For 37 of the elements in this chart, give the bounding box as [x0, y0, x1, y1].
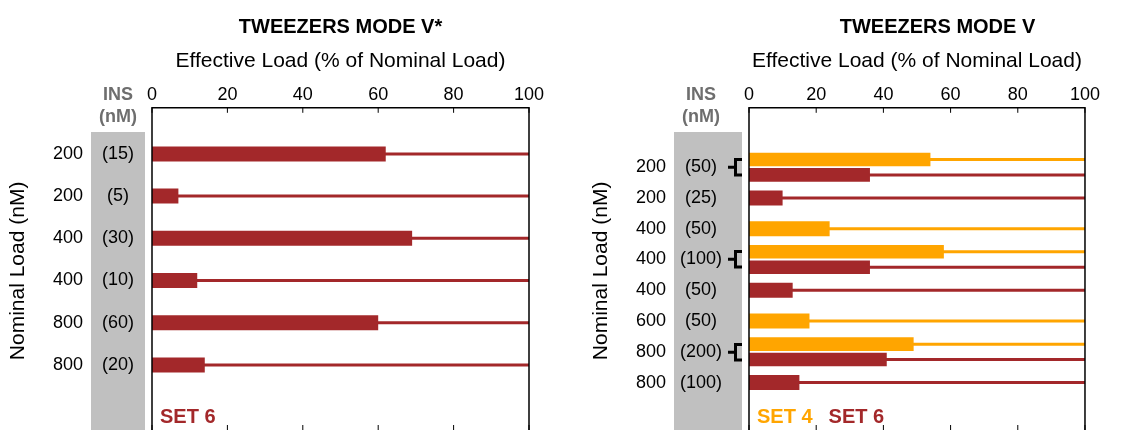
- x-tick-label: 0: [146, 83, 158, 104]
- y-tick-label: 800 (60): [52, 311, 135, 332]
- x-tick-label: 40: [873, 83, 894, 104]
- y-tick-label: 200 (15): [52, 142, 135, 163]
- series-label: SET 6: [160, 405, 216, 427]
- y-tick-label: 600 (50): [635, 310, 718, 331]
- y-tick-label: 200 (25): [635, 186, 718, 207]
- y-tick-label: 200 (5): [52, 185, 130, 206]
- x-tick-label: 20: [217, 83, 238, 104]
- y-tick-label: 800 (20): [52, 353, 135, 374]
- x-tick-label: 100: [1069, 83, 1101, 104]
- x-tick-label: 80: [1007, 83, 1028, 104]
- text: INS (nM): [98, 82, 138, 127]
- y-tick-label: 800 (200): [635, 340, 723, 361]
- y-axis-title: Nominal Load (nM): [587, 181, 611, 361]
- text: SET 4: [757, 405, 814, 427]
- x-tick-label: 0: [743, 83, 755, 104]
- x-tick-label: 80: [443, 83, 464, 104]
- y-axis-title: Nominal Load (nM): [4, 181, 28, 361]
- y-tick-label: 400 (50): [635, 279, 718, 300]
- y-tick-label: 800 (100): [635, 371, 723, 392]
- y-tick-label: 400 (10): [52, 269, 135, 290]
- text: INS (nM): [681, 82, 721, 127]
- x-axis-title: Effective Load (% of Nominal Load): [175, 48, 506, 72]
- chart-title: TWEEZERS MODE V*: [238, 14, 443, 37]
- chart-title: TWEEZERS MODE V: [839, 14, 1036, 37]
- x-tick-label: 40: [292, 83, 313, 104]
- x-axis-title: Effective Load (% of Nominal Load): [752, 48, 1082, 72]
- y-tick-label: 400 (100): [635, 248, 723, 269]
- x-tick-label: 60: [368, 83, 389, 104]
- x-tick-label: 20: [806, 83, 827, 104]
- y-tick-label: 400 (30): [52, 227, 135, 248]
- x-tick-label: 100: [513, 83, 545, 104]
- y-tick-label: 400 (50): [635, 217, 718, 238]
- series-label: SET 6: [828, 405, 885, 427]
- x-tick-label: 60: [940, 83, 961, 104]
- y-tick-label: 200 (50): [635, 156, 718, 177]
